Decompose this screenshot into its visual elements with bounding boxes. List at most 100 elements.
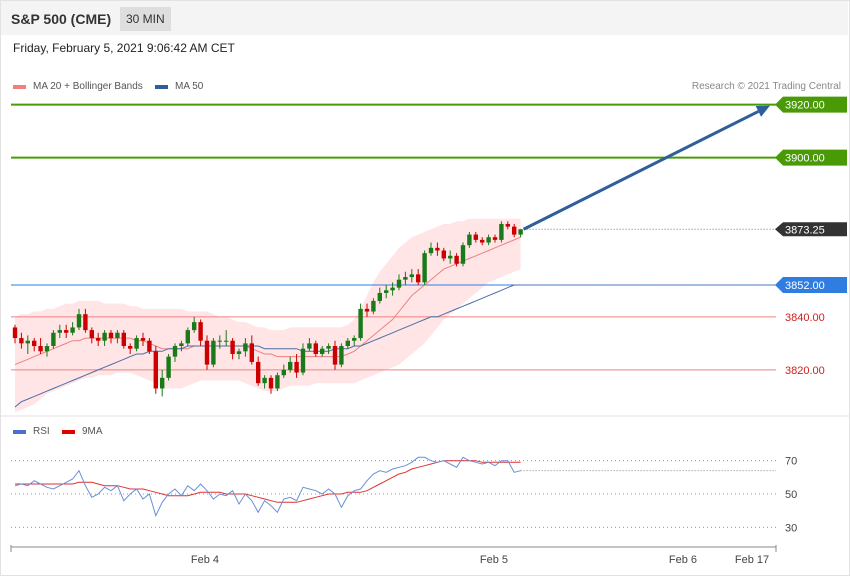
candle-body [166, 356, 171, 378]
candle [230, 338, 235, 360]
candle [217, 335, 222, 349]
chart-header: S&P 500 (CME) 30 MIN [1, 1, 848, 35]
candle [326, 343, 331, 354]
candle [294, 353, 299, 378]
candle-body [249, 343, 254, 362]
projection-arrow-shaft [522, 110, 760, 231]
candle [416, 269, 421, 285]
candle-body [51, 332, 56, 347]
candle-body [83, 314, 88, 331]
candle-body [57, 330, 62, 333]
candle-body [153, 351, 158, 389]
candle-body [377, 292, 382, 301]
candle [166, 353, 171, 381]
candle-body [204, 340, 210, 365]
candle-body [134, 338, 139, 349]
candle-body [281, 369, 286, 376]
candle-body [448, 255, 453, 259]
candle [204, 335, 210, 370]
legend-ma50-label: MA 50 [175, 81, 204, 92]
candle [409, 269, 414, 283]
candle-body [313, 343, 318, 354]
level-tag-3920.00 [775, 96, 847, 113]
candle [320, 346, 325, 357]
timestamp: Friday, February 5, 2021 9:06:42 AM CET [13, 41, 235, 55]
candle-body [25, 340, 30, 344]
candle [435, 242, 440, 256]
candle-body [288, 361, 293, 370]
candle [44, 343, 50, 357]
candle [358, 303, 363, 341]
candle [313, 340, 318, 357]
candle [147, 338, 152, 354]
timeframe-button[interactable]: 30 MIN [120, 7, 171, 31]
ma50-swatch [155, 84, 168, 89]
legend-rsi-ma: 9MA [62, 426, 103, 437]
candle [179, 340, 184, 352]
candle-body [505, 223, 510, 227]
candle-body [140, 338, 146, 341]
rsi-ma-line [15, 460, 521, 503]
candle-body [185, 330, 190, 344]
candle-body [70, 327, 75, 333]
ma20-swatch [13, 84, 26, 89]
candle [38, 338, 43, 354]
candle [281, 364, 286, 378]
candle-body [473, 234, 478, 240]
candle [371, 298, 376, 315]
candle [256, 356, 261, 386]
candle [352, 335, 357, 347]
x-tick-label: Feb 5 [480, 554, 508, 566]
candle-body [352, 338, 357, 341]
candle [211, 338, 216, 368]
candle [384, 284, 389, 299]
candle [115, 330, 120, 344]
candle-body [211, 340, 216, 365]
candle-body [198, 322, 203, 341]
candle [57, 324, 62, 339]
credit-text: Research © 2021 Trading Central [691, 81, 841, 92]
rsi-tick-30: 30 [785, 522, 797, 534]
candle [96, 332, 101, 347]
candle [492, 234, 498, 243]
candle [390, 282, 395, 296]
candle-body [38, 346, 43, 352]
candle [83, 308, 88, 333]
candle [396, 274, 402, 291]
candle-body [454, 255, 459, 264]
candle [332, 340, 338, 370]
candle-body [492, 237, 498, 240]
candle-body [390, 287, 395, 291]
candle [32, 338, 37, 352]
candle [70, 322, 75, 336]
candle [288, 356, 293, 373]
candle-body [499, 223, 504, 240]
candle-body [32, 340, 37, 347]
level-label-3852.00: 3852.00 [785, 280, 825, 292]
candle [403, 271, 408, 285]
candle [89, 327, 94, 344]
candle-body [467, 234, 472, 246]
candle-body [339, 346, 344, 365]
candle [364, 303, 370, 317]
candle [486, 234, 491, 246]
candle [518, 229, 523, 238]
candle [51, 330, 56, 349]
candle-body [326, 346, 331, 349]
candle-body [345, 340, 350, 347]
rsi-tick-70: 70 [785, 456, 797, 468]
candle-body [102, 332, 107, 341]
candle-body [428, 247, 434, 254]
candle [428, 242, 434, 256]
level-label-3840.00: 3840.00 [785, 312, 825, 324]
legend-ma50: MA 50 [155, 81, 203, 92]
candle [134, 335, 139, 352]
candle-body [172, 346, 178, 357]
candle-body [236, 351, 242, 354]
candle [19, 332, 24, 349]
candle [153, 346, 158, 394]
candle-body [512, 226, 517, 235]
legend-ma20-label: MA 20 + Bollinger Bands [33, 81, 143, 92]
level-label-3900.00: 3900.00 [785, 153, 825, 165]
